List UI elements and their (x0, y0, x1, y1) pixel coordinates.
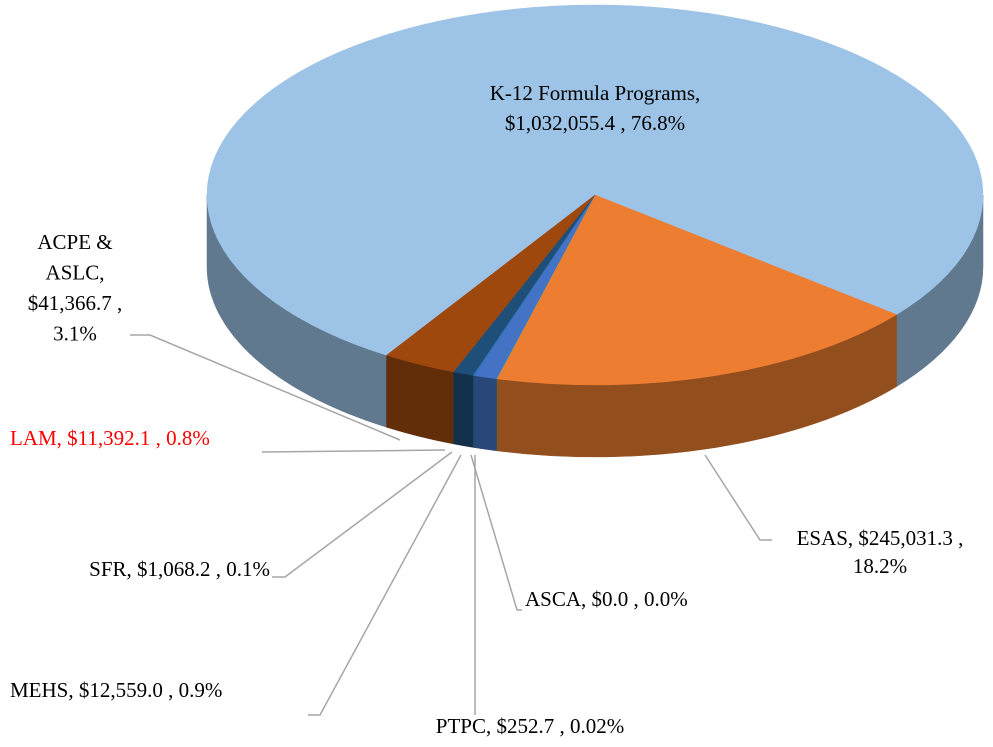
slice (496, 194, 898, 386)
slice-side (472, 375, 475, 448)
data-label: MEHS, $12,559.0 , 0.9% (10, 678, 222, 702)
data-label: ESAS, $245,031.3 , (797, 526, 964, 550)
data-label: SFR, $1,068.2 , 0.1% (89, 557, 270, 581)
slice (385, 194, 596, 373)
slice-side (453, 371, 474, 448)
data-label: ASCA, $0.0 , 0.0% (525, 587, 688, 611)
data-label: ASLC, (46, 260, 105, 284)
data-labels: K-12 Formula Programs, $1,032,055.4 , 76.… (10, 81, 963, 738)
data-label: $41,366.7 , (28, 291, 123, 315)
leader-line (308, 454, 462, 716)
leader-line (704, 454, 772, 541)
leader-line (272, 451, 453, 578)
slice (206, 4, 984, 356)
leader-line (261, 449, 446, 453)
data-label: 18.2% (853, 554, 907, 578)
data-label: 3.1% (53, 321, 97, 345)
data-label: LAM, $11,392.1 , 0.8% (10, 426, 210, 450)
data-label: K-12 Formula Programs, (490, 81, 701, 105)
data-label: PTPC, $252.7 , 0.02% (436, 714, 624, 738)
leader-line (130, 334, 401, 441)
slice-side (474, 375, 497, 452)
data-label: $1,032,055.4 , 76.8% (505, 111, 685, 135)
data-label: ACPE & (37, 230, 112, 254)
pie (206, 4, 984, 458)
leader-line (470, 454, 522, 611)
leader-lines (130, 334, 772, 716)
